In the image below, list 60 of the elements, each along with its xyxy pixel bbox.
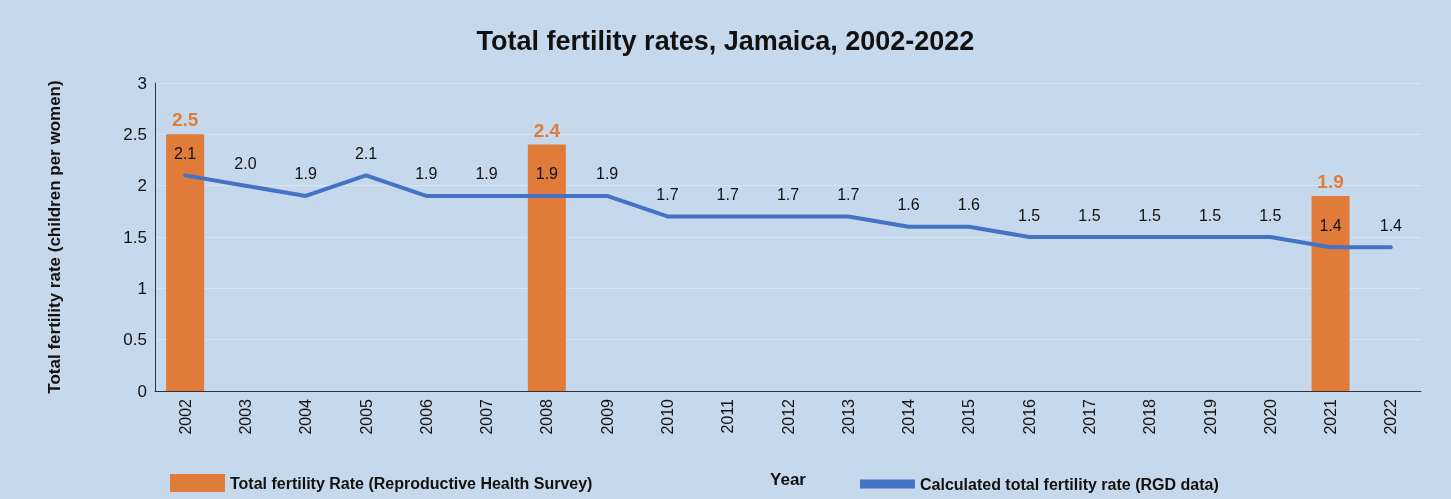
x-tick-label: 2017	[1080, 398, 1098, 435]
data-label: 1.9	[415, 165, 438, 183]
x-tick-label: 2008	[538, 398, 556, 435]
chart-title: Total fertility rates, Jamaica, 2002-2022	[476, 25, 975, 56]
bar	[166, 134, 205, 391]
data-label: 1.6	[957, 196, 981, 214]
data-label: 1.7	[776, 185, 800, 203]
x-tick-label: 2002	[176, 398, 194, 435]
data-label: 1.9	[475, 165, 498, 183]
data-label: 1.4	[1379, 216, 1403, 234]
y-tick-label: 3	[137, 73, 147, 93]
y-tick-label: 0.5	[123, 330, 147, 350]
data-label: 1.9	[294, 165, 317, 183]
x-tick-label: 2021	[1322, 398, 1340, 435]
x-tick-label: 2015	[960, 398, 978, 435]
data-label: 2.1	[354, 144, 378, 162]
data-label: 1.5	[1259, 206, 1282, 224]
x-tick-label: 2006	[417, 398, 435, 435]
x-tick-label: 2009	[598, 398, 616, 435]
data-label: 1.9	[535, 165, 559, 183]
x-tick-label: 2014	[900, 398, 918, 435]
data-label: 1.4	[1319, 216, 1342, 234]
x-tick-label: 2020	[1261, 398, 1279, 435]
data-label: 1.7	[837, 185, 860, 203]
x-tick-label: 2011	[719, 398, 737, 434]
data-label: 2.4	[533, 119, 561, 141]
data-label: 1.7	[716, 185, 739, 203]
y-tick-label: 0	[137, 381, 147, 401]
x-tick-label: 2019	[1201, 398, 1219, 435]
data-label: 2.0	[234, 155, 257, 173]
data-label: 1.5	[1138, 206, 1161, 224]
y-axis-title: Total fertility rate (children per women)	[44, 80, 64, 394]
x-tick-label: 2004	[297, 398, 315, 435]
data-label: 2.1	[174, 144, 197, 162]
data-label: 1.5	[1198, 206, 1222, 224]
data-label: 1.7	[656, 185, 679, 203]
x-tick-label: 2022	[1382, 398, 1400, 435]
x-tick-label: 2010	[658, 398, 676, 435]
x-axis-title: Year	[770, 470, 807, 489]
y-tick-label: 2	[137, 176, 147, 196]
bar	[1311, 195, 1350, 391]
x-tick-label: 2018	[1141, 398, 1159, 435]
x-tick-label: 2005	[357, 398, 375, 435]
data-label: 2.5	[171, 109, 199, 131]
bar	[527, 144, 566, 391]
data-label: 1.6	[897, 196, 920, 214]
x-tick-label: 2012	[779, 398, 797, 435]
y-tick-label: 2.5	[123, 124, 147, 144]
data-label: 1.9	[596, 165, 619, 183]
legend-label: Total fertility Rate (Reproductive Health Survey)	[230, 474, 593, 492]
x-tick-label: 2007	[478, 398, 496, 435]
data-label: 1.5	[1018, 206, 1041, 224]
y-tick-label: 1	[137, 278, 147, 298]
x-tick-label: 2013	[839, 398, 857, 435]
data-label: 1.5	[1078, 206, 1101, 224]
data-label: 1.9	[1317, 170, 1344, 192]
x-tick-label: 2003	[236, 398, 254, 435]
x-tick-label: 2016	[1020, 398, 1038, 435]
y-tick-label: 1.5	[123, 227, 147, 247]
legend-label: Calculated total fertility rate (RGD data)	[920, 475, 1219, 493]
